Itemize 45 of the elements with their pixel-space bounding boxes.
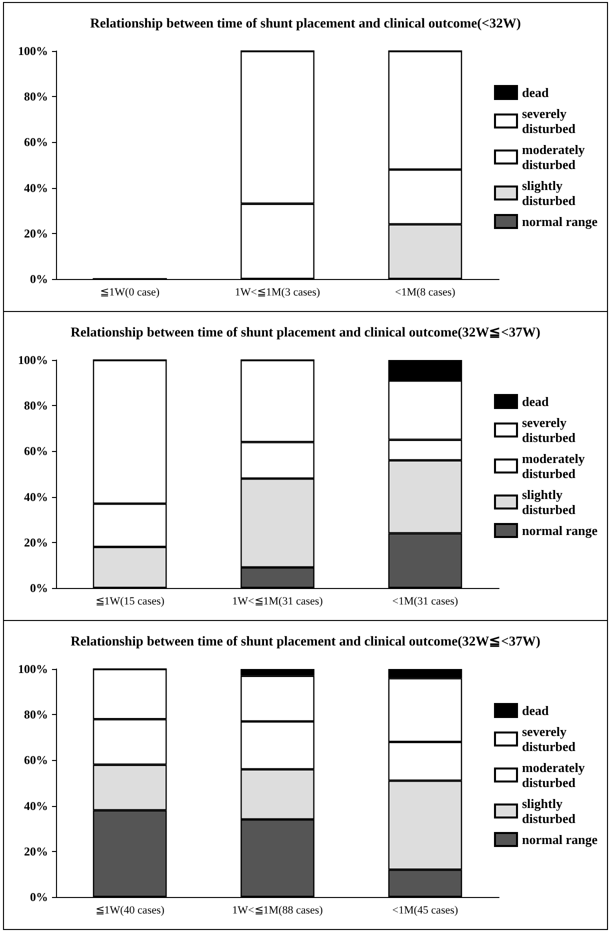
x-tick-label: <1M(31 cases) xyxy=(392,596,458,608)
chart-title: Relationship between time of shunt placement and clinical outcome(<32W) xyxy=(90,16,521,30)
y-tick-label: 100% xyxy=(18,44,48,58)
legend-label: moderately disturbed xyxy=(522,760,588,790)
y-tick-label: 40% xyxy=(24,798,48,813)
x-tick-label: ≦1W(40 cases) xyxy=(95,904,165,916)
legend-label: dead xyxy=(522,85,550,100)
y-tick-label: 20% xyxy=(24,535,48,550)
y-tick-label: 0% xyxy=(30,581,48,595)
chart-title: Relationship between time of shunt placement and clinical outcome(32W≦<37W) xyxy=(70,324,540,340)
legend-label: severely disturbed xyxy=(522,724,576,754)
legend-label: normal range xyxy=(522,832,598,847)
x-tick-label: ≦1W(15 cases) xyxy=(95,596,165,608)
y-tick-label: 20% xyxy=(24,226,48,240)
y-tick-label: 0% xyxy=(30,890,48,904)
y-tick-label: 100% xyxy=(18,353,48,367)
y-tick-label: 20% xyxy=(24,844,48,858)
legend-label: moderately disturbed xyxy=(522,451,588,481)
y-tick-label: 60% xyxy=(24,135,48,150)
legend-label: slightly disturbed xyxy=(522,796,576,826)
x-tick-label: 1W<≦1M(31 cases) xyxy=(232,596,324,608)
x-tick-label: <1M(45 cases) xyxy=(392,904,458,916)
y-tick-label: 40% xyxy=(24,490,48,504)
y-tick-label: 80% xyxy=(24,398,48,413)
x-tick-label: 1W<≦1M(88 cases) xyxy=(232,904,324,916)
y-tick-label: 80% xyxy=(24,90,48,104)
y-tick-label: 60% xyxy=(24,753,48,768)
legend-label: slightly disturbed xyxy=(522,487,576,517)
x-tick-label: 1W<≦1M(3 cases) xyxy=(234,286,320,298)
x-tick-label: ≦1W(0 case) xyxy=(100,286,160,298)
x-tick-label: <1M(8 cases) xyxy=(395,286,456,298)
legend-label: dead xyxy=(522,394,550,409)
y-tick-label: 40% xyxy=(24,180,48,195)
legend-label: moderately disturbed xyxy=(522,142,588,172)
legend-label: severely disturbed xyxy=(522,415,576,445)
y-tick-label: 100% xyxy=(18,662,48,676)
y-tick-label: 0% xyxy=(30,272,48,286)
chart-title: Relationship between time of shunt placement and clinical outcome(32W≦<37W) xyxy=(70,634,540,648)
y-tick-label: 80% xyxy=(24,708,48,722)
legend-label: normal range xyxy=(522,214,598,229)
legend-label: severely disturbed xyxy=(522,106,576,136)
legend-label: dead xyxy=(522,703,550,718)
y-tick-label: 60% xyxy=(24,444,48,458)
legend-label: normal range xyxy=(522,523,598,538)
legend-label: slightly disturbed xyxy=(522,178,576,208)
